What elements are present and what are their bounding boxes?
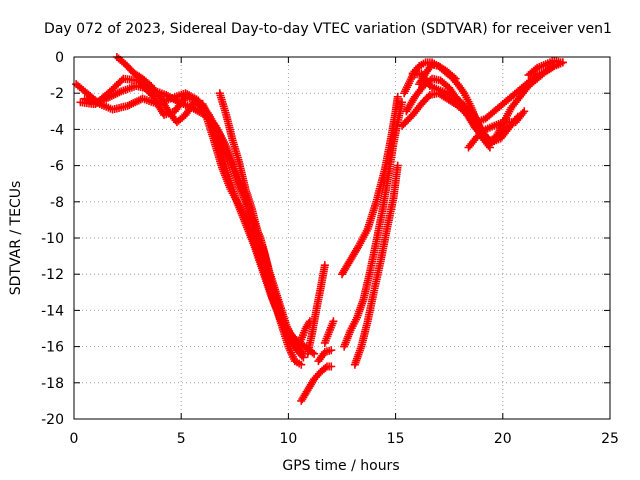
data-point-marker (518, 109, 527, 118)
series-track-8 (314, 346, 336, 366)
data-point-marker (297, 351, 306, 360)
x-tick-label: 5 (177, 431, 186, 447)
series-track-9 (320, 317, 338, 347)
series-track-5 (215, 89, 314, 351)
y-tick-label: -12 (41, 267, 64, 283)
series-track-17 (415, 60, 460, 89)
data-point-marker (556, 58, 565, 67)
x-tick-label: 25 (601, 431, 619, 447)
y-axis-label: SDTVAR / TECUs (8, 181, 24, 296)
series-track-12 (350, 161, 402, 369)
data-point-marker (321, 363, 330, 372)
data-point-marker (449, 73, 458, 82)
data-point-marker (451, 74, 460, 83)
data-point-marker (320, 261, 329, 270)
data-point-marker (520, 107, 529, 116)
y-tick-label: -6 (50, 159, 64, 175)
series-track-11 (340, 98, 407, 351)
x-tick-label: 10 (279, 431, 297, 447)
data-point-marker (329, 317, 338, 326)
data-point-marker (297, 360, 306, 369)
x-tick-label: 15 (387, 431, 405, 447)
y-tick-label: -16 (41, 340, 64, 356)
y-tick-label: -2 (50, 86, 64, 102)
data-point-marker (393, 92, 402, 101)
x-tick-label: 0 (70, 431, 79, 447)
chart-title: Day 072 of 2023, Sidereal Day-to-day VTE… (44, 21, 612, 37)
y-tick-label: -18 (41, 376, 64, 392)
data-series (72, 53, 567, 405)
y-tick-label: -20 (41, 412, 64, 428)
x-axis-label: GPS time / hours (282, 458, 399, 474)
series-track-21 (511, 107, 529, 127)
axis-ticks: 0 5 10 15 20 25 0 -2 -4 -6 -8 -10 -12 -14 -16 -18 -20 (41, 50, 619, 447)
series-track-22 (524, 56, 565, 80)
data-point-marker (398, 98, 407, 107)
data-point-marker (327, 362, 336, 371)
y-tick-label: -14 (41, 303, 64, 319)
y-tick-label: -4 (50, 122, 64, 138)
data-point-marker (117, 76, 126, 85)
y-tick-label: -10 (41, 231, 64, 247)
series-track-7 (303, 261, 329, 358)
y-tick-label: 0 (55, 50, 64, 66)
data-point-marker (327, 346, 336, 355)
data-point-marker (393, 161, 402, 170)
x-tick-label: 20 (494, 431, 512, 447)
series-track-6 (297, 362, 336, 405)
y-tick-label: -8 (50, 195, 64, 211)
data-point-marker (299, 353, 308, 362)
